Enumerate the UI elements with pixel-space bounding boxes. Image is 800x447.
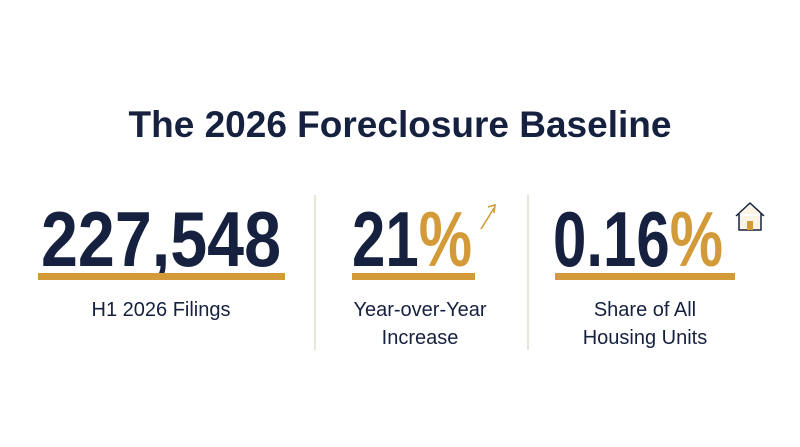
arrow-icon xyxy=(480,203,496,230)
stat-label: Year-over-Year xyxy=(353,299,486,321)
suffix: % xyxy=(670,195,723,283)
underline xyxy=(555,273,735,280)
stat-number: 21% xyxy=(352,195,472,283)
stat-label: Share of All xyxy=(594,299,696,321)
house-icon xyxy=(735,202,765,231)
underline xyxy=(38,273,285,280)
stat-number: 0.16% xyxy=(553,195,723,283)
suffix: % xyxy=(419,195,472,283)
stat-number: 227,548 xyxy=(41,195,281,283)
stat-label: Housing Units xyxy=(583,327,708,349)
stat-label: H1 2026 Filings xyxy=(92,299,231,321)
title: The 2026 Foreclosure Baseline xyxy=(129,104,672,145)
underline xyxy=(352,273,475,280)
number: 0.16 xyxy=(553,195,670,283)
stat-label: Increase xyxy=(382,327,459,349)
number: 21 xyxy=(352,195,419,283)
